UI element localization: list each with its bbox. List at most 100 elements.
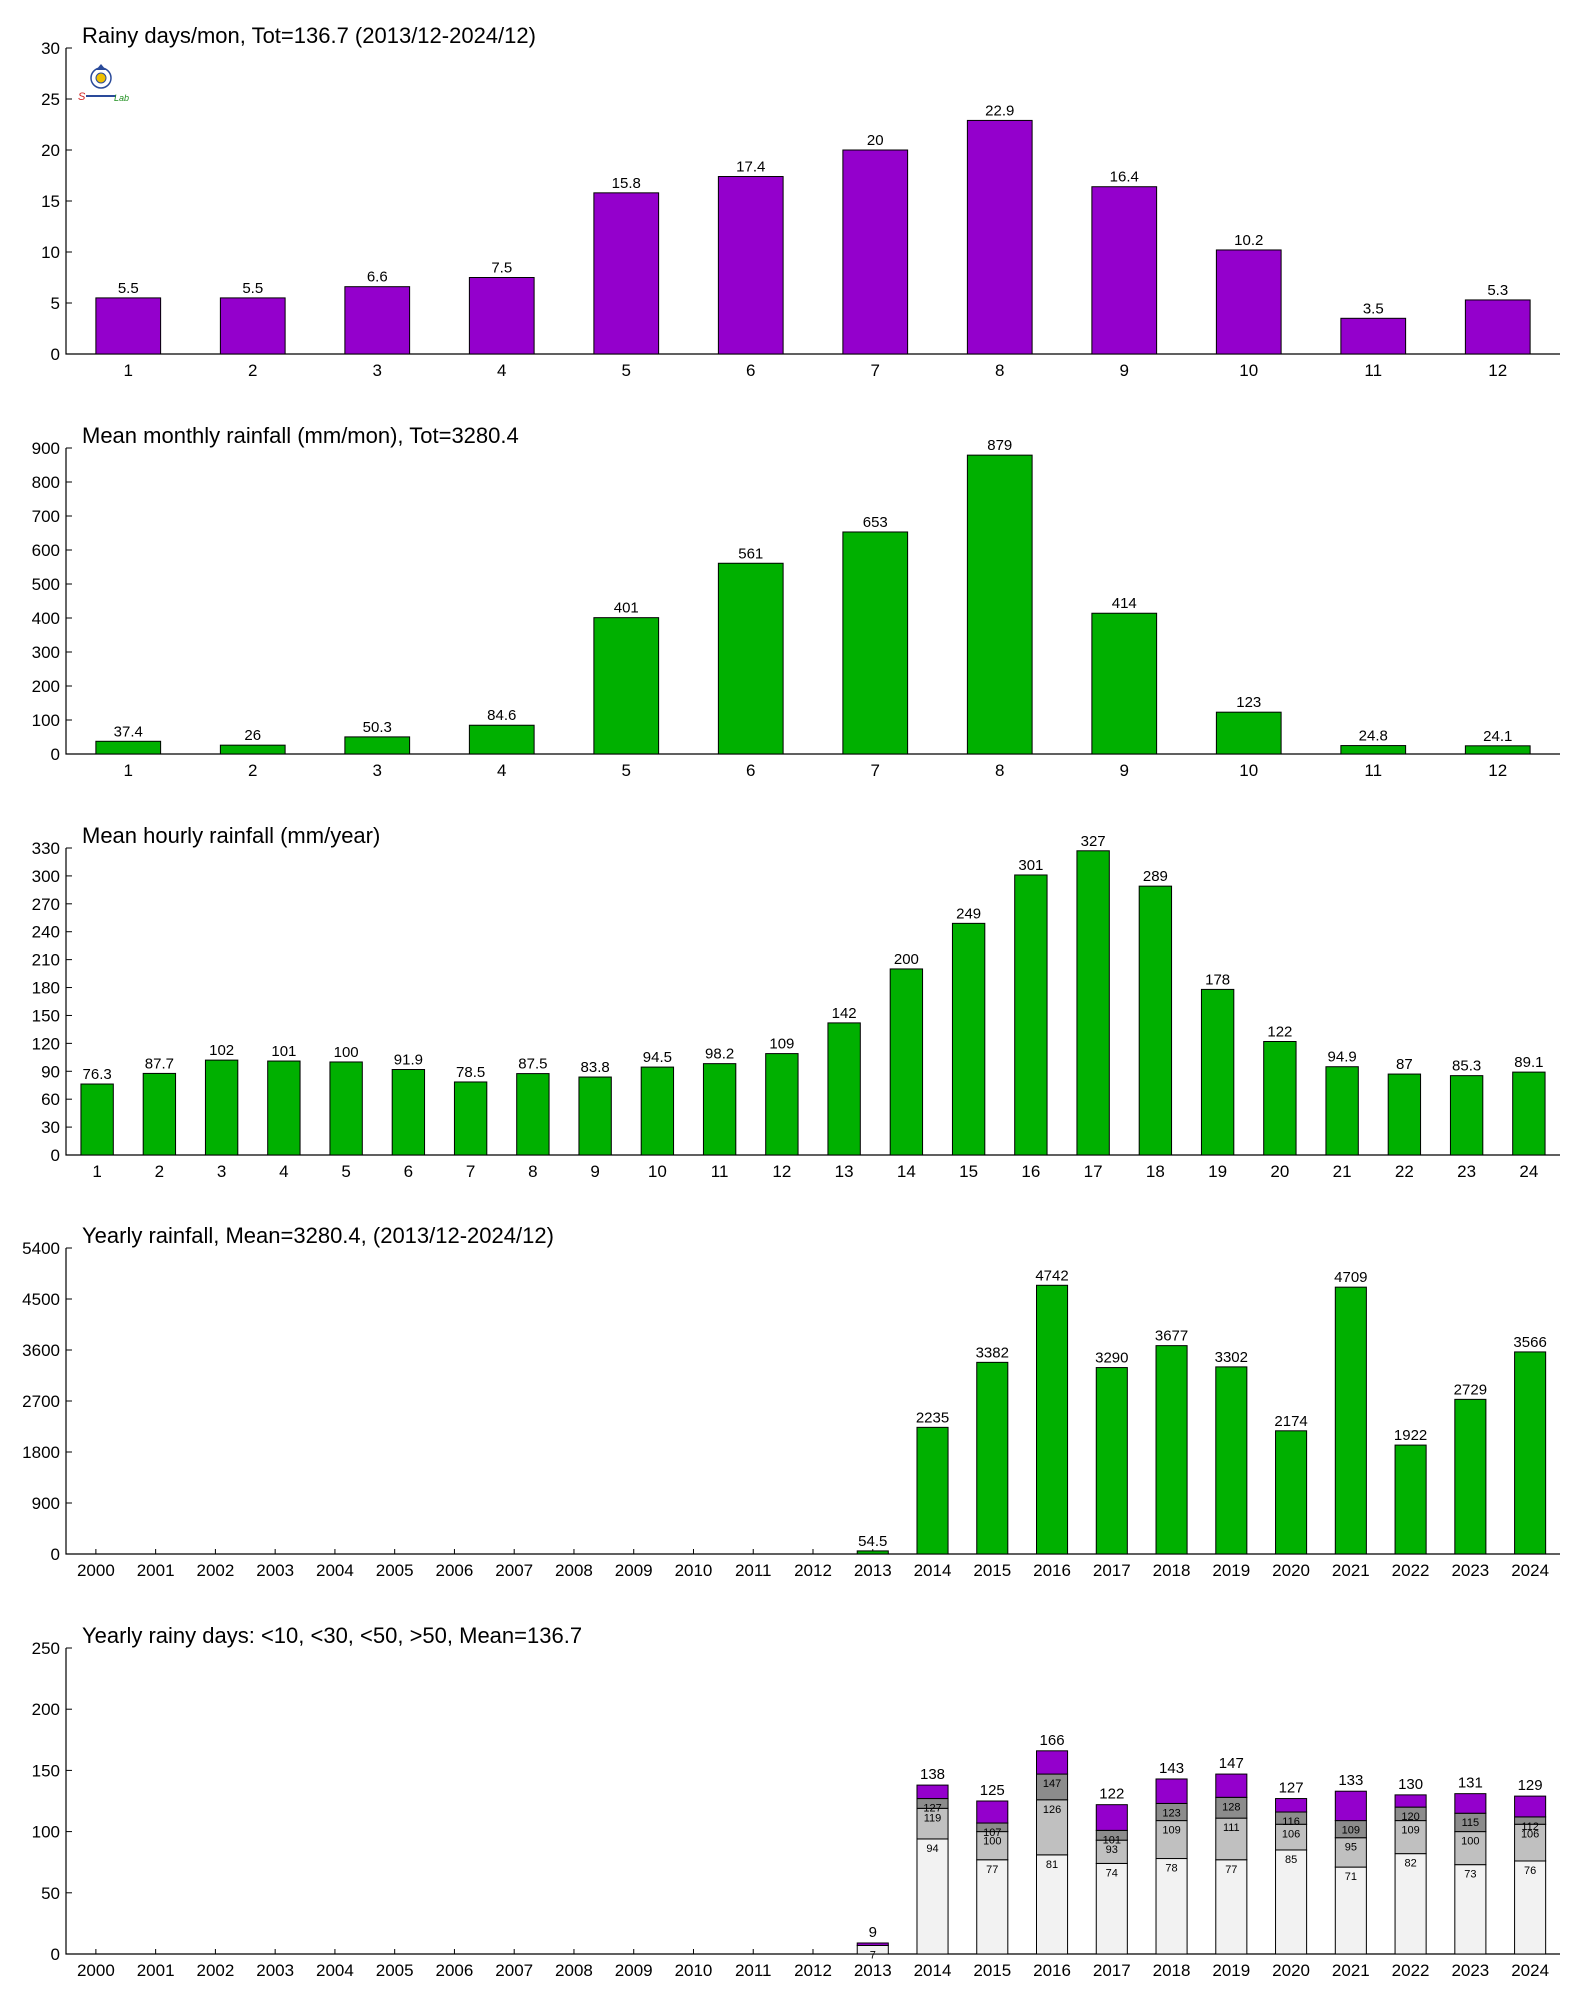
chart-title: Mean monthly rainfall (mm/mon), Tot=3280… (82, 423, 519, 448)
y-tick-label: 3600 (22, 1341, 60, 1360)
bar-total-label: 147 (1219, 1755, 1244, 1772)
x-tick-label: 18 (1146, 1162, 1165, 1181)
lab-logo: S Lab (78, 64, 129, 103)
bar (1215, 249, 1282, 355)
x-tick-label: 2004 (316, 1561, 354, 1580)
bar (267, 1060, 301, 1156)
bar (640, 1066, 675, 1156)
x-tick-label: 19 (1208, 1162, 1227, 1181)
y-tick-label: 900 (32, 1494, 60, 1513)
stacked-bar-segment (1334, 1866, 1367, 1955)
x-tick-label: 5 (622, 361, 631, 380)
stacked-bar-segment (1155, 1820, 1188, 1860)
segment-value-label: 100 (1461, 1836, 1479, 1848)
bar-value-label: 87.5 (518, 1056, 547, 1073)
stacked-bar-segment (1334, 1790, 1367, 1822)
y-tick-label: 1800 (22, 1443, 60, 1462)
bar-value-label: 91.9 (394, 1052, 423, 1069)
x-tick-label: 9 (1120, 361, 1129, 380)
chart-title: Rainy days/mon, Tot=136.7 (2013/12-2024/… (82, 23, 536, 48)
bar-value-label: 98.2 (705, 1046, 734, 1063)
bar-value-label: 4742 (1035, 1267, 1068, 1284)
y-tick-label: 100 (32, 1823, 60, 1842)
y-tick-label: 700 (32, 507, 60, 526)
yearly-rainfall-chart: Yearly rainfall, Mean=3280.4, (2013/12-2… (22, 1223, 1560, 1580)
x-tick-label: 17 (1084, 1162, 1103, 1181)
bar-value-label: 6.6 (367, 269, 388, 286)
bar (95, 740, 162, 755)
x-tick-label: 1 (124, 761, 133, 780)
bar-value-label: 301 (1018, 857, 1043, 874)
bar (916, 1426, 949, 1555)
stacked-bar-segment (1155, 1778, 1188, 1804)
segment-value-label: 74 (1106, 1867, 1118, 1879)
bar-value-label: 249 (956, 905, 981, 922)
y-tick-label: 250 (32, 1639, 60, 1658)
y-tick-label: 400 (32, 609, 60, 628)
x-tick-label: 1 (124, 361, 133, 380)
bar (1325, 1066, 1359, 1156)
bar-value-label: 10.2 (1234, 232, 1263, 249)
y-tick-label: 0 (51, 745, 60, 764)
bar-value-label: 15.8 (612, 175, 641, 192)
stacked-bar-segment (976, 1800, 1009, 1824)
x-tick-label: 2011 (735, 1561, 772, 1580)
x-tick-label: 2000 (77, 1961, 115, 1980)
y-tick-label: 100 (32, 711, 60, 730)
stacked-bar-segment (1036, 1799, 1069, 1856)
bar-value-label: 3290 (1095, 1350, 1128, 1367)
bar (1340, 745, 1407, 755)
x-tick-label: 2006 (436, 1561, 474, 1580)
segment-value-label: 81 (1046, 1859, 1058, 1871)
bar (344, 286, 411, 355)
y-tick-label: 10 (41, 243, 60, 262)
bar-value-label: 3.5 (1363, 300, 1384, 317)
bar-value-label: 2174 (1274, 1413, 1307, 1430)
bar-total-label: 125 (980, 1782, 1005, 1799)
x-tick-label: 2007 (495, 1561, 533, 1580)
x-tick-label: 2018 (1153, 1961, 1191, 1980)
bar (842, 531, 909, 755)
bar (1512, 1071, 1546, 1156)
segment-value-label: 76 (1524, 1865, 1536, 1877)
bar-value-label: 123 (1236, 694, 1261, 711)
segment-value-label: 120 (1401, 1811, 1419, 1823)
bar-value-label: 200 (894, 951, 919, 968)
mean-monthly-rainfall-chart: Mean monthly rainfall (mm/mon), Tot=3280… (32, 423, 1560, 780)
x-tick-label: 6 (404, 1162, 413, 1181)
plot-axes (65, 48, 1560, 355)
bar-value-label: 414 (1112, 595, 1137, 612)
stacked-bar-segment (1095, 1804, 1128, 1831)
x-tick-label: 6 (746, 361, 755, 380)
segment-value-label: 147 (1043, 1778, 1061, 1790)
x-tick-label: 2021 (1332, 1961, 1370, 1980)
x-tick-label: 2000 (77, 1561, 115, 1580)
plot-axes (65, 448, 1560, 755)
x-tick-label: 2022 (1392, 1561, 1430, 1580)
x-tick-label: 2015 (973, 1561, 1011, 1580)
x-tick-label: 16 (1021, 1162, 1040, 1181)
bar (578, 1076, 612, 1156)
x-tick-label: 2022 (1392, 1961, 1430, 1980)
segment-value-label: 101 (1103, 1834, 1121, 1846)
y-tick-label: 500 (32, 575, 60, 594)
x-tick-label: 2009 (615, 1961, 653, 1980)
bar-value-label: 87 (1396, 1056, 1413, 1073)
x-tick-label: 23 (1457, 1162, 1476, 1181)
bar (516, 1073, 550, 1156)
segment-value-label: 116 (1282, 1816, 1300, 1828)
rainy-days-per-month-chart: Rainy days/mon, Tot=136.7 (2013/12-2024/… (41, 23, 1560, 380)
y-tick-label: 150 (32, 1761, 60, 1780)
stacked-bar-segment (1454, 1793, 1487, 1814)
bar (80, 1083, 114, 1156)
x-tick-label: 9 (1120, 761, 1129, 780)
x-tick-label: 22 (1395, 1162, 1414, 1181)
y-tick-label: 25 (41, 90, 60, 109)
y-tick-label: 4500 (22, 1290, 60, 1309)
bar (1091, 186, 1158, 355)
x-tick-label: 9 (590, 1162, 599, 1181)
segment-value-label: 111 (1223, 1822, 1240, 1834)
y-tick-label: 60 (41, 1090, 60, 1109)
y-tick-label: 180 (32, 979, 60, 998)
bar (219, 744, 286, 755)
